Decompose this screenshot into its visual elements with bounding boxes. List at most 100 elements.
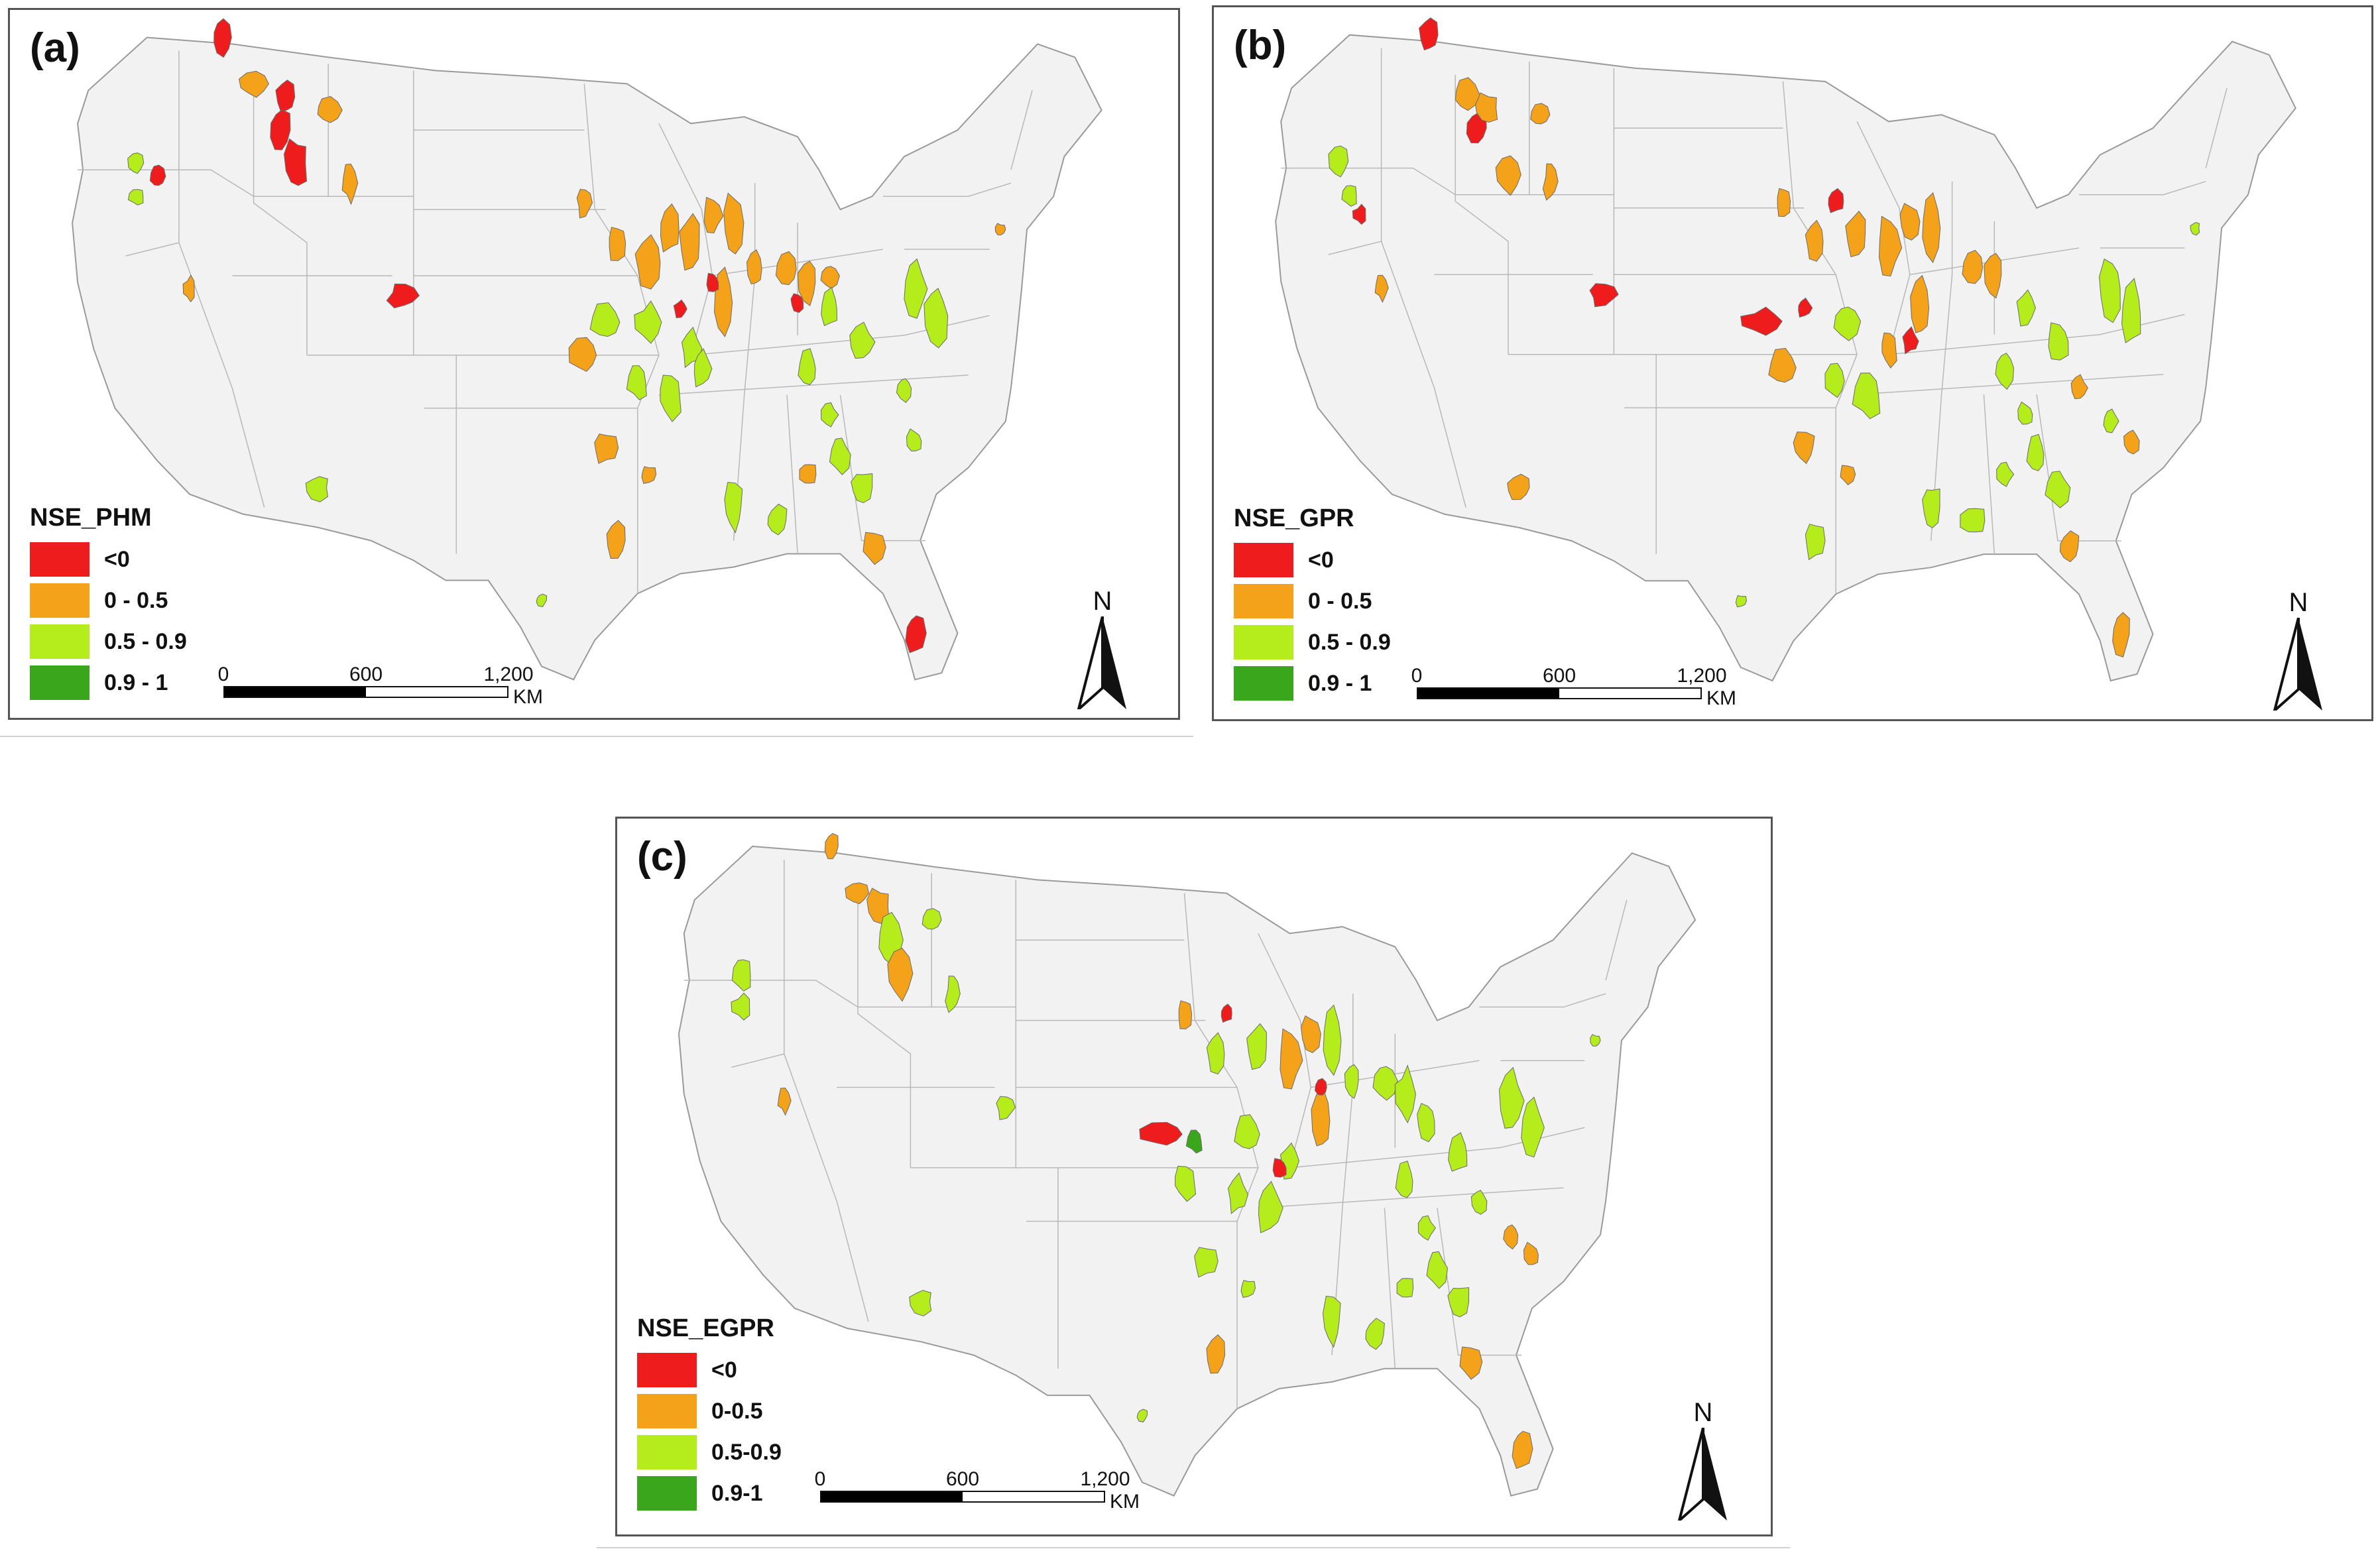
watershed (1805, 524, 1826, 561)
state-border (1380, 241, 1466, 508)
state-border (1888, 314, 2185, 355)
legend-swatch (30, 665, 89, 700)
scale-tick-label: 0 (217, 663, 229, 685)
state-border (253, 77, 308, 355)
state-border (1437, 1208, 1521, 1356)
watershed (127, 152, 145, 174)
watershed (1234, 1114, 1260, 1149)
watershed (609, 227, 626, 261)
watershed (1503, 1224, 1519, 1250)
state-border (786, 394, 798, 554)
watershed (799, 464, 817, 484)
state-border (733, 183, 756, 541)
north-arrow: N (1076, 587, 1129, 713)
north-arrow: N (2272, 588, 2325, 715)
watershed (1910, 274, 1930, 333)
scale-unit: KM (513, 686, 543, 708)
legend-item: 0.9 - 1 (1234, 663, 1391, 704)
watershed (1828, 188, 1844, 213)
map-panel-a: (a) NSE_PHM <0 0 - 0.5 0.5 - 0.9 0.9 - 1… (8, 8, 1180, 720)
legend: NSE_PHM <0 0 - 0.5 0.5 - 0.9 0.9 - 1 (30, 504, 187, 703)
watershed (2123, 430, 2140, 455)
state-border (2205, 87, 2228, 168)
watershed (317, 96, 343, 123)
watershed (660, 203, 680, 253)
north-arrow-icon (2272, 617, 2322, 715)
legend-label: 0.9-1 (711, 1480, 763, 1506)
watershed (790, 293, 804, 314)
legend: NSE_EGPR <0 0-0.5 0.5-0.9 0.9-1 (637, 1314, 782, 1514)
watershed (1899, 203, 1921, 241)
state-border (691, 315, 990, 356)
state-border (1281, 167, 1456, 196)
watershed (703, 196, 724, 234)
north-arrow-icon (1677, 1427, 1727, 1525)
watershed (1881, 332, 1897, 369)
watershed (1300, 1015, 1321, 1053)
watershed (1495, 155, 1521, 196)
watershed (1227, 1172, 1249, 1214)
watershed (1996, 461, 2015, 487)
watershed (821, 286, 838, 326)
watershed (904, 258, 928, 319)
scale-tick-label: 0 (1411, 665, 1423, 687)
watershed (820, 402, 839, 428)
watershed (1852, 373, 1881, 420)
panel-label: (a) (30, 25, 80, 71)
watershed (1521, 1096, 1545, 1158)
legend-item: 0 - 0.5 (30, 580, 187, 621)
watershed (1833, 306, 1862, 341)
watershed (1902, 326, 1919, 355)
watershed (2026, 433, 2045, 471)
scale-tick-label: 600 (349, 663, 383, 685)
watershed (820, 266, 840, 290)
state-border (882, 182, 1012, 197)
legend-swatch (637, 1435, 697, 1469)
state-border (78, 169, 254, 197)
watershed (767, 503, 788, 536)
watershed (270, 109, 291, 150)
legend-swatch (637, 1394, 697, 1428)
watershed (1323, 1004, 1342, 1076)
watershed (1322, 1296, 1341, 1348)
watershed (1185, 1129, 1203, 1154)
legend-item: 0.5 - 0.9 (1234, 622, 1391, 663)
watershed (1139, 1122, 1183, 1146)
legend-swatch (637, 1476, 697, 1511)
watershed (679, 213, 700, 271)
watershed (1220, 1004, 1232, 1023)
divider (0, 736, 1193, 737)
legend-item: 0 - 0.5 (1234, 581, 1391, 622)
legend-label: 0.9 - 1 (104, 669, 168, 695)
watershed (1995, 353, 2015, 390)
watershed (1258, 1181, 1283, 1234)
watershed (1374, 274, 1389, 303)
scale-tick-label: 1,200 (1677, 665, 1727, 687)
watershed (660, 374, 682, 422)
watershed (182, 274, 195, 303)
state-border (684, 980, 859, 1008)
watershed (906, 428, 922, 452)
legend-swatch (1234, 584, 1293, 618)
watershed (2017, 401, 2033, 425)
scale-line (820, 1491, 1105, 1503)
state-border (1455, 75, 1509, 355)
watershed (1240, 1279, 1256, 1298)
watershed (1840, 465, 1856, 486)
scale-ticks: 0 600 1,200 (218, 663, 534, 686)
watershed (568, 337, 597, 373)
watershed (641, 466, 657, 485)
watershed (1459, 1346, 1483, 1380)
watershed (923, 288, 949, 349)
watershed (1512, 1430, 1533, 1469)
legend-swatch (1234, 543, 1293, 577)
watershed (863, 532, 886, 565)
watershed (1590, 1033, 1601, 1047)
legend-swatch (30, 624, 89, 659)
panel-label: (c) (637, 834, 687, 880)
watershed (1175, 1165, 1197, 1202)
map-panel-c: (c) NSE_EGPR <0 0-0.5 0.5-0.9 0.9-1 0 60… (615, 817, 1773, 1536)
watershed (1341, 185, 1357, 207)
watershed (851, 473, 873, 504)
watershed (275, 80, 296, 113)
